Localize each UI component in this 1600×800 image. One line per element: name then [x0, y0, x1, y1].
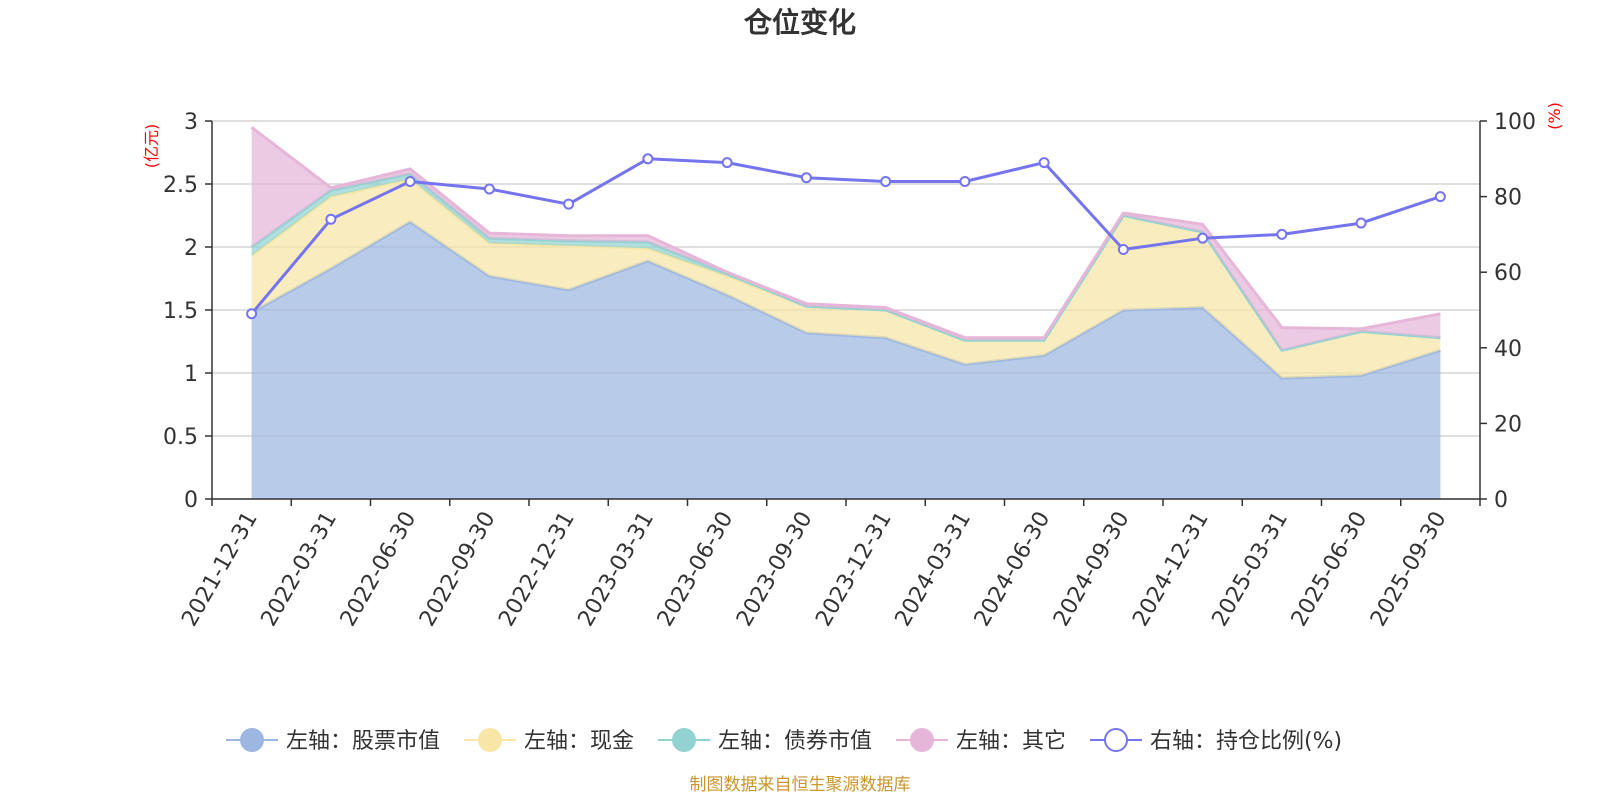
legend-marker	[478, 728, 502, 752]
ratio-point	[721, 157, 733, 169]
area-左轴：股票市值	[251, 221, 1441, 500]
x-tick-label: 2024-12-31	[1128, 508, 1214, 631]
ratio-point	[1038, 157, 1050, 169]
legend-label: 左轴：股票市值	[286, 729, 440, 754]
ratio-point	[959, 175, 971, 187]
left-tick-label: 2	[184, 236, 198, 261]
x-tick-label: 2024-03-31	[890, 508, 976, 631]
legend-label: 左轴：现金	[524, 729, 634, 754]
x-tick-label: 2022-06-30	[336, 508, 422, 631]
x-tick-label: 2022-12-31	[494, 508, 580, 631]
legend-item[interactable]: 左轴：股票市值	[226, 728, 440, 754]
ratio-point	[1117, 244, 1129, 256]
x-tick-label: 2023-06-30	[653, 508, 739, 631]
legend-label: 左轴：债券市值	[718, 729, 872, 754]
ratio-point	[800, 172, 812, 184]
source-note: 制图数据来自恒生聚源数据库	[690, 775, 911, 795]
legend-item[interactable]: 右轴：持仓比例(%)	[1090, 728, 1342, 754]
x-tick-label: 2025-03-31	[1207, 508, 1293, 631]
area-左轴：现金	[251, 179, 1441, 378]
right-tick-label: 60	[1494, 261, 1522, 286]
ratio-point	[880, 175, 892, 187]
ratio-point	[325, 213, 337, 225]
legend-marker	[672, 728, 696, 752]
legend-label: 左轴：其它	[956, 729, 1066, 754]
ratio-point	[1276, 228, 1288, 240]
right-tick-label: 0	[1494, 488, 1508, 513]
x-tick-label: 2025-09-30	[1366, 508, 1452, 631]
ratio-point	[642, 153, 654, 165]
ratio-point	[1434, 191, 1446, 203]
right-tick-label: 20	[1494, 412, 1522, 437]
right-tick-label: 40	[1494, 337, 1522, 362]
ratio-line	[250, 157, 1441, 315]
chart-title: 仓位变化	[744, 6, 856, 39]
x-tick-label: 2024-06-30	[970, 508, 1056, 631]
right-tick-label: 80	[1494, 186, 1522, 211]
right-axis-unit: (%)	[1545, 102, 1564, 130]
legend-item[interactable]: 左轴：债券市值	[658, 728, 872, 754]
x-tick-label: 2022-03-31	[256, 508, 342, 631]
left-tick-label: 1.5	[163, 299, 198, 324]
x-tick-label: 2024-09-30	[1049, 508, 1135, 631]
x-tick-label: 2023-03-31	[573, 508, 659, 631]
left-tick-label: 0	[184, 488, 198, 513]
ratio-point	[483, 183, 495, 195]
stacked-areas	[250, 126, 1441, 500]
ratio-point	[1197, 232, 1209, 244]
ratio-line-layer	[246, 153, 1446, 320]
x-tick-label: 2025-06-30	[1287, 508, 1373, 631]
ratio-point	[246, 308, 258, 320]
ratio-point	[404, 175, 416, 187]
ratio-point	[1355, 217, 1367, 229]
legend-item[interactable]: 左轴：现金	[464, 728, 634, 754]
left-tick-label: 2.5	[163, 173, 198, 198]
legend-marker	[240, 728, 264, 752]
x-tick-label: 2021-12-31	[177, 508, 263, 631]
x-tick-label: 2023-09-30	[732, 508, 818, 631]
left-tick-label: 1	[184, 362, 198, 387]
legend: 左轴：股票市值 左轴：现金 左轴：债券市值 左轴：其它 右轴：持仓比例(%)	[226, 728, 1342, 754]
left-axis-unit: (亿元)	[142, 124, 161, 169]
left-tick-label: 3	[184, 110, 198, 135]
legend-marker	[1104, 728, 1128, 752]
legend-marker	[910, 728, 934, 752]
left-tick-label: 0.5	[163, 425, 198, 450]
area-edge-左轴：其它	[250, 126, 1441, 340]
legend-item[interactable]: 左轴：其它	[896, 728, 1066, 754]
ratio-point	[563, 198, 575, 210]
right-tick-label: 100	[1494, 110, 1536, 135]
x-tick-label: 2022-09-30	[415, 508, 501, 631]
legend-label: 右轴：持仓比例(%)	[1150, 729, 1342, 754]
x-tick-label: 2023-12-31	[811, 508, 897, 631]
